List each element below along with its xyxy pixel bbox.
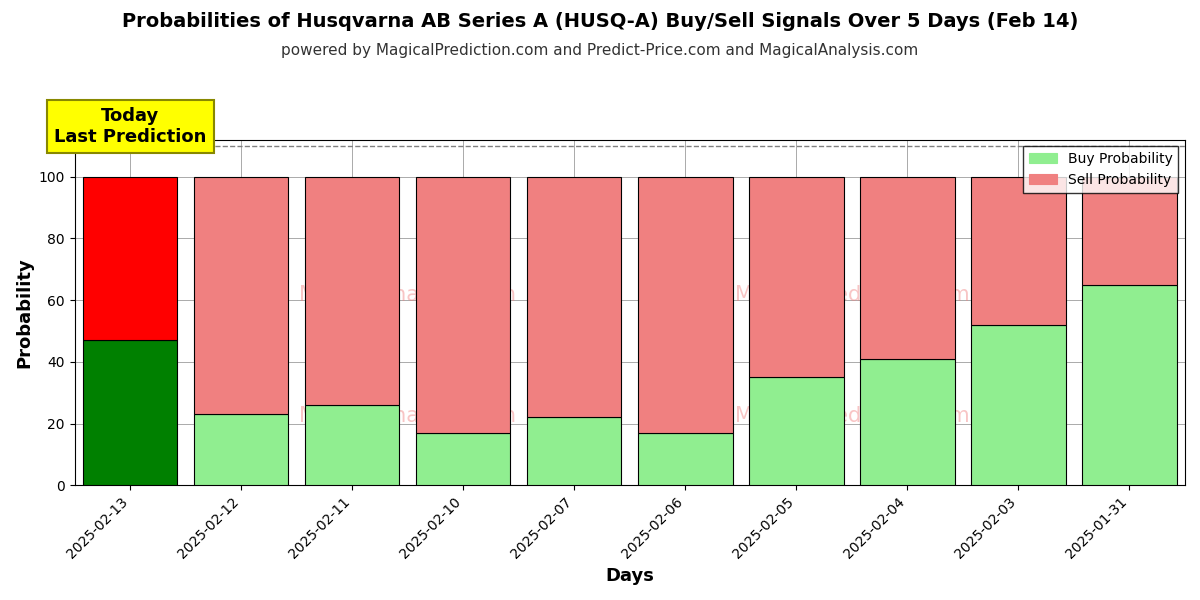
Text: MagicalAnalysis.com: MagicalAnalysis.com (299, 406, 516, 426)
Bar (971, 176, 1066, 325)
X-axis label: Days: Days (605, 567, 654, 585)
Bar (860, 176, 955, 359)
Bar (305, 176, 400, 405)
Bar (83, 340, 178, 485)
Bar (194, 176, 288, 414)
Bar (416, 176, 510, 433)
Text: Today
Last Prediction: Today Last Prediction (54, 107, 206, 146)
Bar (638, 176, 732, 433)
Bar (527, 418, 622, 485)
Text: MagicalPrediction.com: MagicalPrediction.com (734, 285, 970, 305)
Bar (194, 414, 288, 485)
Text: powered by MagicalPrediction.com and Predict-Price.com and MagicalAnalysis.com: powered by MagicalPrediction.com and Pre… (281, 43, 919, 58)
Bar (1082, 284, 1177, 485)
Y-axis label: Probability: Probability (16, 257, 34, 368)
Text: MagicalAnalysis.com: MagicalAnalysis.com (299, 285, 516, 305)
Bar (971, 325, 1066, 485)
Bar (638, 433, 732, 485)
Bar (527, 176, 622, 418)
Bar (1082, 176, 1177, 284)
Bar (305, 405, 400, 485)
Text: Probabilities of Husqvarna AB Series A (HUSQ-A) Buy/Sell Signals Over 5 Days (Fe: Probabilities of Husqvarna AB Series A (… (122, 12, 1078, 31)
Bar (83, 176, 178, 340)
Legend: Buy Probability, Sell Probability: Buy Probability, Sell Probability (1024, 146, 1178, 193)
Bar (749, 377, 844, 485)
Bar (860, 359, 955, 485)
Bar (749, 176, 844, 377)
Text: MagicalPrediction.com: MagicalPrediction.com (734, 406, 970, 426)
Bar (416, 433, 510, 485)
